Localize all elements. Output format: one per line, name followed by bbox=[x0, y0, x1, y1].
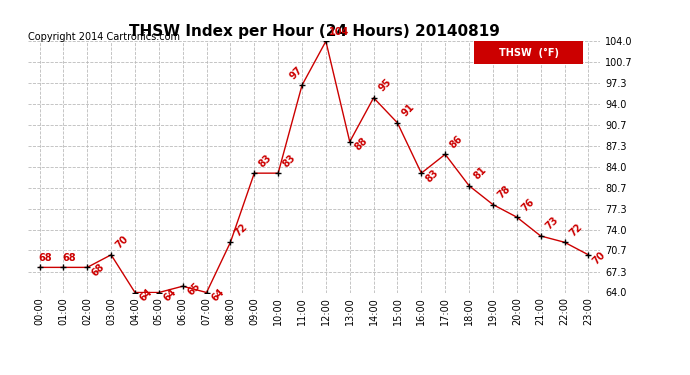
Text: 65: 65 bbox=[186, 281, 202, 297]
Text: 81: 81 bbox=[472, 165, 489, 182]
Text: Copyright 2014 Cartronics.com: Copyright 2014 Cartronics.com bbox=[28, 32, 179, 42]
Text: 70: 70 bbox=[114, 234, 130, 250]
Text: 64: 64 bbox=[209, 287, 226, 304]
Text: 104: 104 bbox=[328, 27, 349, 37]
Text: 86: 86 bbox=[448, 134, 464, 150]
Text: 72: 72 bbox=[567, 222, 584, 238]
Text: 91: 91 bbox=[400, 102, 417, 119]
Text: 68: 68 bbox=[90, 262, 107, 279]
Text: 73: 73 bbox=[544, 215, 560, 232]
Text: 68: 68 bbox=[62, 253, 76, 263]
Text: 72: 72 bbox=[233, 222, 250, 238]
Text: 83: 83 bbox=[257, 152, 274, 169]
Text: 78: 78 bbox=[495, 184, 513, 200]
Text: 70: 70 bbox=[591, 249, 608, 266]
Text: 88: 88 bbox=[353, 136, 369, 153]
Text: 68: 68 bbox=[38, 253, 52, 263]
Text: 76: 76 bbox=[520, 196, 536, 213]
Text: 83: 83 bbox=[424, 168, 441, 184]
Text: 83: 83 bbox=[281, 152, 297, 169]
Text: 64: 64 bbox=[138, 287, 155, 304]
Text: 95: 95 bbox=[376, 77, 393, 94]
Text: 97: 97 bbox=[288, 64, 305, 81]
Title: THSW Index per Hour (24 Hours) 20140819: THSW Index per Hour (24 Hours) 20140819 bbox=[128, 24, 500, 39]
Text: 64: 64 bbox=[161, 287, 178, 304]
